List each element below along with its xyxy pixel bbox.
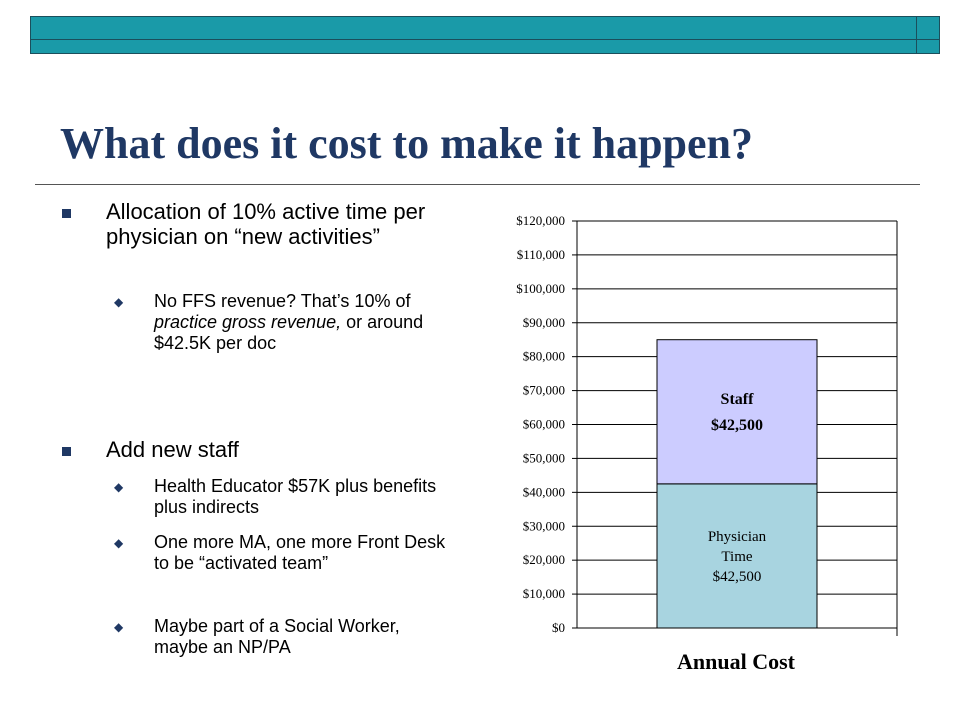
square-bullet-icon: [62, 209, 71, 218]
data-label: Time: [721, 549, 752, 565]
sub-bullet-ffs-italic: practice gross revenue,: [154, 312, 342, 332]
y-tick-label: $110,000: [517, 247, 565, 262]
sub-bullet-ma-front-desk: ◆ One more MA, one more Front Desk to be…: [114, 532, 454, 574]
y-tick-label: $10,000: [523, 586, 565, 601]
data-label: $42,500: [713, 569, 762, 585]
bullet-allocation: Allocation of 10% active time per physic…: [62, 199, 456, 249]
bullet-add-staff: Add new staff: [62, 437, 456, 462]
diamond-bullet-icon: ◆: [114, 295, 124, 309]
header-bar-divider: [31, 39, 939, 40]
title-underline: [35, 184, 920, 185]
sub-bullet-ffs-part1: No FFS revenue? That’s 10% of: [154, 291, 411, 311]
y-tick-label: $20,000: [523, 552, 565, 567]
y-tick-label: $0: [552, 620, 565, 635]
y-tick-label: $50,000: [523, 450, 565, 465]
x-category-label: Annual Cost: [677, 649, 796, 674]
y-tick-label: $80,000: [523, 349, 565, 364]
bullet-add-staff-text: Add new staff: [106, 437, 239, 462]
data-label: Physician: [708, 529, 767, 545]
diamond-bullet-icon: ◆: [114, 620, 124, 634]
data-label: $42,500: [711, 417, 763, 434]
sub-bullet-ma-front-desk-text: One more MA, one more Front Desk to be “…: [154, 532, 446, 573]
bar-segment-physician-time: [656, 483, 818, 629]
y-tick-label: $60,000: [523, 417, 565, 432]
sub-bullet-social-worker-text: Maybe part of a Social Worker, maybe an …: [154, 616, 400, 657]
y-tick-label: $70,000: [523, 383, 565, 398]
header-bar-end-divider: [916, 17, 917, 53]
sub-bullet-ffs-part2: or around $42.5K per doc: [154, 312, 424, 353]
y-tick-label: $40,000: [523, 484, 565, 499]
y-tick-label: $100,000: [516, 281, 565, 296]
slide-title: What does it cost to make it happen?: [60, 119, 754, 168]
square-bullet-icon: [62, 447, 71, 456]
sub-bullet-health-educator: ◆ Health Educator $57K plus benefits plu…: [114, 476, 454, 518]
bullet-allocation-text: Allocation of 10% active time per physic…: [106, 199, 426, 249]
sub-bullet-social-worker: ◆ Maybe part of a Social Worker, maybe a…: [114, 616, 454, 658]
header-bar: [30, 16, 940, 54]
diamond-bullet-icon: ◆: [114, 480, 124, 494]
data-label: Staff: [721, 391, 755, 408]
y-tick-label: $90,000: [523, 315, 565, 330]
sub-bullet-ffs-revenue: ◆ No FFS revenue? That’s 10% of practice…: [114, 291, 454, 354]
bar-segment-staff: [656, 339, 818, 485]
diamond-bullet-icon: ◆: [114, 536, 124, 550]
y-tick-label: $120,000: [516, 213, 565, 228]
sub-bullet-health-educator-text: Health Educator $57K plus benefits plus …: [154, 476, 437, 517]
y-tick-label: $30,000: [523, 518, 565, 533]
